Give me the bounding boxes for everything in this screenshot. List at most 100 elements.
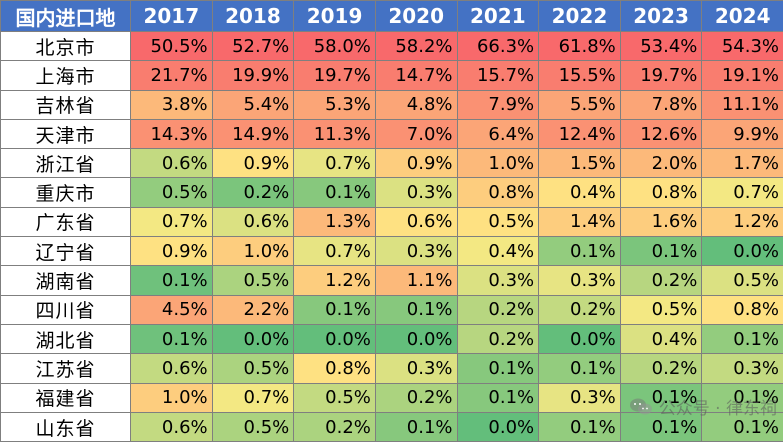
row-label: 天津市: [1, 119, 131, 148]
row-label: 广东省: [1, 207, 131, 236]
heat-cell: 1.6%: [620, 207, 702, 236]
row-label: 吉林省: [1, 90, 131, 119]
heat-cell: 5.3%: [294, 90, 376, 119]
heat-cell: 0.1%: [539, 354, 621, 383]
heat-cell: 0.0%: [539, 324, 621, 353]
heat-cell: 4.5%: [131, 295, 213, 324]
heat-cell: 0.1%: [294, 295, 376, 324]
heat-cell: 0.1%: [294, 178, 376, 207]
row-label: 福建省: [1, 383, 131, 412]
heat-cell: 6.4%: [457, 119, 539, 148]
heat-cell: 0.3%: [702, 354, 783, 383]
heat-cell: 1.0%: [131, 383, 213, 412]
heat-cell: 0.0%: [457, 412, 539, 441]
heat-cell: 0.6%: [131, 412, 213, 441]
heat-cell: 2.2%: [212, 295, 294, 324]
heat-cell: 0.1%: [539, 237, 621, 266]
heat-cell: 1.7%: [702, 149, 783, 178]
heat-cell: 1.0%: [212, 237, 294, 266]
heat-cell: 0.5%: [294, 383, 376, 412]
column-header: 2023: [620, 1, 702, 32]
heat-cell: 19.7%: [294, 61, 376, 90]
heat-cell: 0.0%: [212, 324, 294, 353]
heat-cell: 0.5%: [702, 266, 783, 295]
corner-label: 国内进口地: [1, 1, 131, 32]
heat-cell: 0.0%: [702, 237, 783, 266]
heat-cell: 5.4%: [212, 90, 294, 119]
heat-cell: 0.5%: [212, 412, 294, 441]
heat-cell: 0.7%: [294, 149, 376, 178]
heat-cell: 0.5%: [212, 266, 294, 295]
heat-cell: 2.0%: [620, 149, 702, 178]
heat-cell: 11.3%: [294, 119, 376, 148]
row-label: 上海市: [1, 61, 131, 90]
heat-cell: 1.4%: [539, 207, 621, 236]
heat-cell: 0.5%: [131, 178, 213, 207]
heat-cell: 0.1%: [375, 412, 457, 441]
heat-cell: 0.8%: [702, 295, 783, 324]
heat-cell: 1.2%: [294, 266, 376, 295]
heat-cell: 0.2%: [457, 324, 539, 353]
heat-cell: 58.2%: [375, 32, 457, 61]
heat-cell: 14.9%: [212, 119, 294, 148]
heat-cell: 15.5%: [539, 61, 621, 90]
heat-cell: 0.2%: [375, 383, 457, 412]
heat-cell: 0.1%: [702, 383, 783, 412]
heat-cell: 0.7%: [702, 178, 783, 207]
heat-cell: 7.0%: [375, 119, 457, 148]
heat-cell: 0.4%: [539, 178, 621, 207]
row-label: 山东省: [1, 412, 131, 441]
heat-cell: 14.3%: [131, 119, 213, 148]
heat-cell: 0.3%: [539, 266, 621, 295]
heat-cell: 0.1%: [620, 412, 702, 441]
row-label: 江苏省: [1, 354, 131, 383]
row-label: 湖南省: [1, 266, 131, 295]
heat-cell: 0.9%: [131, 237, 213, 266]
heat-cell: 0.5%: [212, 354, 294, 383]
heat-cell: 0.1%: [702, 324, 783, 353]
heat-cell: 9.9%: [702, 119, 783, 148]
heat-cell: 0.7%: [131, 207, 213, 236]
heat-cell: 19.7%: [620, 61, 702, 90]
column-header: 2024: [702, 1, 783, 32]
heat-cell: 0.6%: [131, 354, 213, 383]
column-header: 2018: [212, 1, 294, 32]
heat-cell: 1.3%: [294, 207, 376, 236]
heat-cell: 0.4%: [620, 324, 702, 353]
column-header: 2020: [375, 1, 457, 32]
column-header: 2021: [457, 1, 539, 32]
heat-cell: 0.1%: [457, 354, 539, 383]
heat-cell: 0.3%: [539, 383, 621, 412]
heat-cell: 0.2%: [212, 178, 294, 207]
heat-cell: 0.0%: [294, 324, 376, 353]
heat-cell: 0.1%: [131, 266, 213, 295]
heat-cell: 0.0%: [375, 324, 457, 353]
row-label: 辽宁省: [1, 237, 131, 266]
heat-cell: 0.2%: [620, 354, 702, 383]
heat-cell: 54.3%: [702, 32, 783, 61]
heat-cell: 1.2%: [702, 207, 783, 236]
heat-cell: 0.1%: [457, 383, 539, 412]
heat-cell: 0.9%: [375, 149, 457, 178]
heat-cell: 0.1%: [375, 295, 457, 324]
heat-cell: 12.4%: [539, 119, 621, 148]
heat-cell: 0.3%: [375, 178, 457, 207]
column-header: 2022: [539, 1, 621, 32]
heat-cell: 1.0%: [457, 149, 539, 178]
heat-cell: 0.5%: [620, 295, 702, 324]
heat-cell: 0.5%: [457, 207, 539, 236]
heat-cell: 1.1%: [375, 266, 457, 295]
